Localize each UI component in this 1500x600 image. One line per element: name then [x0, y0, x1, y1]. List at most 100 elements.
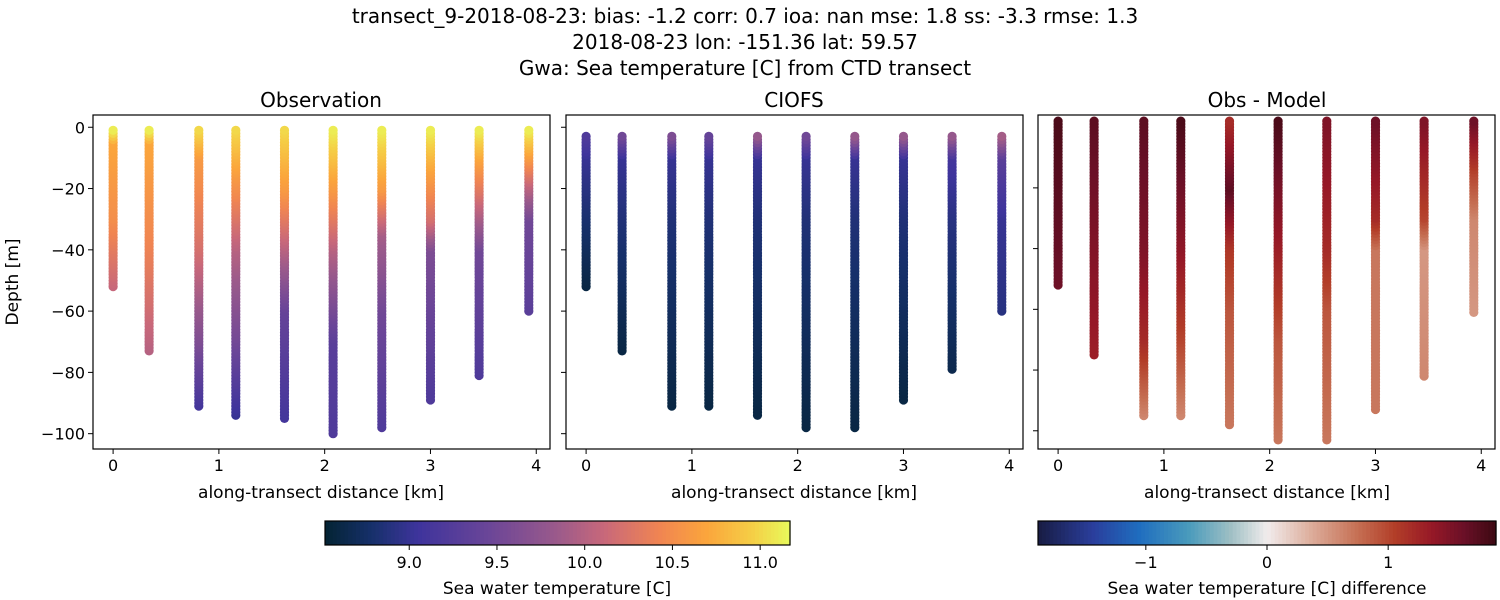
colorbar-segment: [1076, 521, 1081, 545]
station-profile: [1419, 116, 1429, 381]
colorbar-segment: [1152, 521, 1157, 545]
plot-area: [93, 115, 550, 449]
colorbar-segment: [1347, 521, 1352, 545]
x-tick-label: 1: [214, 456, 224, 475]
colorbar-segment: [1297, 521, 1302, 545]
colorbar-segment: [1492, 521, 1497, 545]
colorbar-label-difference: Sea water temperature [C] difference: [1107, 579, 1426, 599]
colorbar-segment: [1358, 521, 1364, 545]
colorbar-segment: [786, 521, 791, 545]
colorbar-segment: [1049, 521, 1054, 545]
colorbar-segment: [1450, 521, 1455, 545]
station-profile: [581, 131, 591, 292]
data-point: [1469, 116, 1479, 126]
station-profile: [474, 125, 484, 381]
station-profile: [667, 131, 677, 411]
colorbar-segment: [336, 521, 342, 545]
colorbar-segment: [689, 521, 694, 545]
colorbar-segment: [1396, 521, 1402, 545]
x-tick-label: 0: [581, 456, 591, 475]
station-profile: [524, 125, 534, 316]
colorbar-segment: [1110, 521, 1115, 545]
colorbar-tick-label: 1: [1383, 553, 1393, 572]
colorbar-segment: [611, 521, 617, 545]
colorbar-segment: [565, 521, 570, 545]
colorbar-0: 9.0 9.5 10.0 10.5 11.0: [324, 520, 791, 572]
colorbar-segment: [573, 521, 578, 545]
colorbar-segment: [1198, 521, 1203, 545]
xlabel-ciofs: along-transect distance [km]: [671, 483, 917, 503]
colorbar-segment: [476, 521, 481, 545]
x-tick-label: 0: [1053, 456, 1063, 475]
x-tick-label: 4: [531, 456, 541, 475]
colorbar-segment: [538, 521, 543, 545]
colorbar-segment: [658, 521, 663, 545]
colorbar-segment: [677, 521, 683, 545]
colorbar-segment: [1270, 521, 1276, 545]
data-point: [279, 125, 290, 135]
data-point: [667, 131, 677, 141]
colorbar-segment: [542, 521, 547, 545]
colorbar-segment: [584, 521, 590, 545]
colorbar-segment: [1343, 521, 1348, 545]
colorbar-segment: [1213, 521, 1218, 545]
data-point: [1139, 116, 1149, 126]
station-profile: [1176, 116, 1186, 421]
colorbar-segment: [1148, 521, 1154, 545]
colorbar-1: −1 0 1: [1037, 520, 1497, 572]
colorbar-segment: [1244, 521, 1249, 545]
colorbar-segment: [348, 521, 353, 545]
colorbar-segment: [1312, 521, 1318, 545]
data-point: [1370, 116, 1381, 126]
colorbar-segment: [526, 521, 531, 545]
colorbar-segment: [635, 521, 640, 545]
colorbar-segment: [1320, 521, 1325, 545]
colorbar-segment: [1454, 521, 1459, 545]
colorbar-segment: [1072, 521, 1077, 545]
colorbar-segment: [1423, 521, 1428, 545]
colorbar-segment: [673, 521, 679, 545]
colorbar-segment: [367, 521, 373, 545]
colorbar-segment: [1457, 521, 1463, 545]
colorbar-segment: [1186, 521, 1192, 545]
colorbar-segment: [1469, 521, 1474, 545]
colorbar-segment: [464, 521, 469, 545]
colorbar-segment: [735, 521, 741, 545]
station-profile: [997, 131, 1007, 316]
station-profile: [704, 131, 714, 411]
colorbar-segment: [352, 521, 357, 545]
colorbar-segment: [394, 521, 400, 545]
colorbar-segment: [1255, 521, 1260, 545]
colorbar-segment: [332, 521, 338, 545]
data-point: [194, 125, 204, 135]
station-profile: [1139, 116, 1149, 421]
colorbar-segment: [328, 521, 334, 545]
colorbar-segment: [650, 521, 655, 545]
station-profile: [850, 131, 860, 433]
colorbar-segment: [1163, 521, 1169, 545]
title-line-1: transect_9-2018-08-23: bias: -1.2 corr: …: [352, 4, 1138, 28]
colorbar-segment: [1179, 521, 1184, 545]
y-tick-label: −60: [51, 302, 85, 321]
colorbar-segment: [1045, 521, 1051, 545]
colorbar-segment: [669, 521, 675, 545]
colorbar-segment: [607, 521, 613, 545]
colorbar-segment: [1316, 521, 1322, 545]
colorbar-tick-label: 0: [1262, 553, 1272, 572]
station-profile: [328, 125, 338, 439]
colorbar-segment: [421, 521, 427, 545]
colorbar-segment: [545, 521, 551, 545]
colorbar-segment: [429, 521, 435, 545]
x-tick-label: 0: [108, 456, 118, 475]
colorbar-segment: [553, 521, 559, 545]
data-point: [947, 131, 957, 141]
colorbar-segment: [1137, 521, 1142, 545]
colorbar-segment: [1350, 521, 1356, 545]
station-profile: [1469, 116, 1479, 317]
colorbar-label-temperature: Sea water temperature [C]: [443, 579, 671, 599]
colorbar-segment: [1335, 521, 1341, 545]
colorbar-segment: [480, 521, 485, 545]
colorbar-segment: [708, 521, 714, 545]
data-point: [617, 131, 627, 141]
colorbar-segment: [1427, 521, 1432, 545]
